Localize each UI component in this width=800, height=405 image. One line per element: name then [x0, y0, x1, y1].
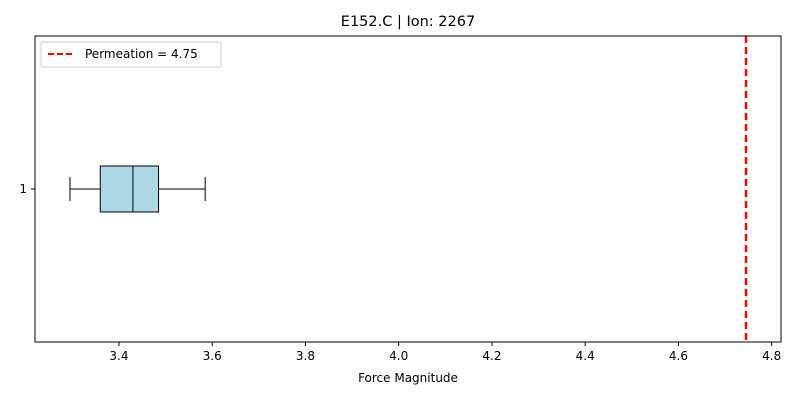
x-tick-label: 4.0 — [389, 349, 408, 363]
x-tick-label: 4.6 — [669, 349, 688, 363]
x-tick-label: 3.6 — [203, 349, 222, 363]
x-tick-label: 3.8 — [296, 349, 315, 363]
x-tick-label: 4.2 — [482, 349, 501, 363]
box-iqr — [99, 165, 160, 213]
x-axis-ticks: 3.4 3.6 3.8 4.0 4.2 4.4 4.6 4.8 — [109, 342, 781, 363]
x-tick-label: 3.4 — [109, 349, 128, 363]
boxplot-group — [69, 165, 206, 213]
x-axis-label: Force Magnitude — [358, 371, 458, 385]
legend-box — [40, 41, 222, 68]
y-tick-label: 1 — [19, 182, 27, 196]
y-axis-ticks: 1 — [19, 182, 35, 196]
x-tick-label: 4.4 — [576, 349, 595, 363]
legend: Permeation = 4.75 — [40, 41, 222, 68]
chart-title: E152.C | Ion: 2267 — [341, 14, 475, 30]
legend-label: Permeation = 4.75 — [85, 47, 198, 61]
plot-frame — [34, 35, 782, 343]
x-tick-label: 4.8 — [762, 349, 781, 363]
